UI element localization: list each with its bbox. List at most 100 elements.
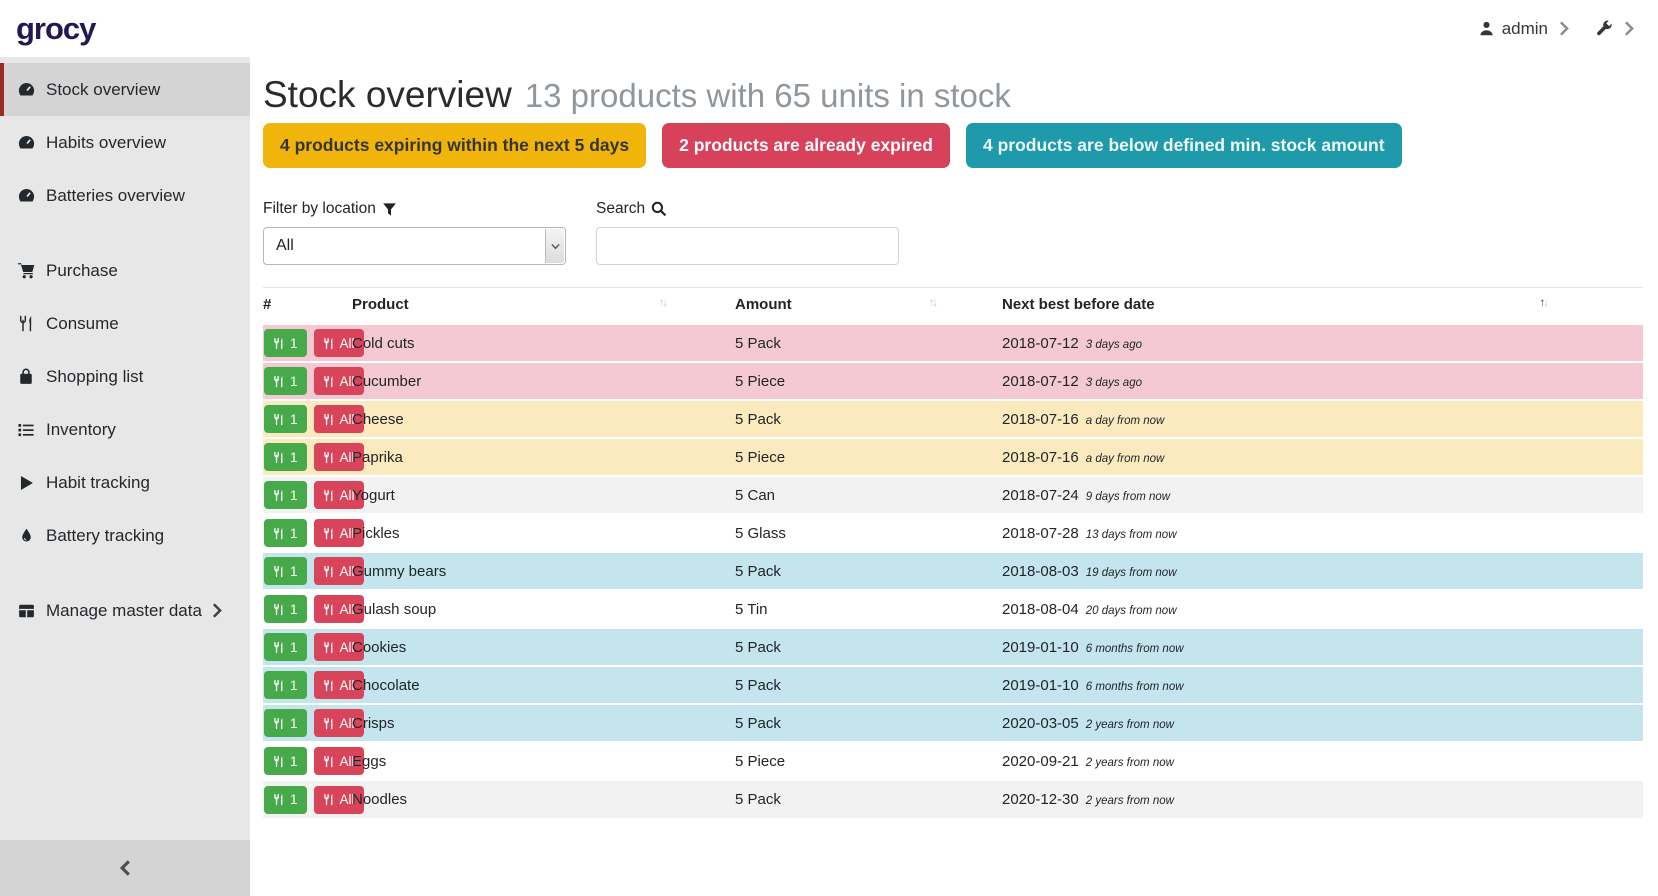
consume-all-button[interactable]: All — [313, 671, 364, 700]
sidebar-item-label: Consume — [46, 313, 119, 333]
location-select-value: All — [276, 237, 294, 255]
chevron-down-icon — [545, 229, 564, 264]
consume-one-button[interactable]: 1 — [264, 557, 307, 586]
amount-cell: 5 Pack — [735, 334, 781, 352]
alert-badge-danger[interactable]: 2 products are already expired — [662, 123, 950, 169]
consume-all-button[interactable]: All — [313, 785, 364, 814]
consume-one-button[interactable]: 1 — [264, 329, 307, 358]
consume-all-button[interactable]: All — [313, 557, 364, 586]
grocy-logo: grocy — [16, 10, 96, 46]
amount-cell: 5 Pack — [735, 638, 781, 656]
location-select[interactable]: All — [263, 227, 566, 266]
sidebar-nav: Stock overview Habits overview Batteries o… — [0, 57, 250, 637]
consume-all-button[interactable]: All — [313, 519, 364, 548]
page-head: Stock overview 13 products with 65 units… — [263, 71, 1643, 119]
table-row: 1 All Cold cuts 5 Pack 2018-07-12 3 days ago — [263, 324, 1643, 363]
consume-one-button[interactable]: 1 — [264, 671, 307, 700]
search-icon — [651, 201, 667, 217]
amount-cell: 5 Pack — [735, 791, 781, 809]
column-header-next-best-before-date[interactable]: Next best before date ↑↓ — [1002, 287, 1643, 325]
product-cell: Cookies — [352, 638, 407, 656]
user-label: admin — [1501, 18, 1548, 38]
consume-all-button[interactable]: All — [313, 329, 364, 358]
utensils-icon — [273, 793, 285, 806]
consume-one-button[interactable]: 1 — [264, 747, 307, 776]
consume-all-button[interactable]: All — [313, 709, 364, 738]
sidebar-item-habits-overview[interactable]: Habits overview — [0, 116, 250, 169]
sidebar-item-label: Shopping list — [46, 366, 144, 386]
consume-all-button[interactable]: All — [313, 747, 364, 776]
consume-all-button[interactable]: All — [313, 595, 364, 624]
row-actions-cell: 1 All — [263, 514, 364, 552]
consume-all-button[interactable]: All — [313, 633, 364, 662]
sidebar-item-purchase[interactable]: Purchase — [0, 244, 250, 297]
best-before-date: 2018-08-03 — [1002, 562, 1079, 580]
consume-one-button[interactable]: 1 — [264, 405, 307, 434]
table-row: 1 All Crisps 5 Pack 2020-03-05 2 years from n… — [263, 704, 1643, 743]
sidebar-item-batteries-overview[interactable]: Batteries overview — [0, 169, 250, 222]
utensils-icon — [273, 755, 285, 768]
sidebar-item-stock-overview[interactable]: Stock overview — [0, 63, 250, 116]
main-content: Stock overview 13 products with 65 units… — [250, 57, 1658, 896]
consume-all-button[interactable]: All — [313, 405, 364, 434]
search-input[interactable] — [596, 227, 899, 266]
sidebar-collapse-button[interactable] — [0, 840, 250, 896]
consume-one-button[interactable]: 1 — [264, 633, 307, 662]
product-cell: Cheese — [352, 410, 404, 428]
row-actions-cell: 1 All — [263, 438, 364, 476]
utensils-icon — [273, 375, 285, 388]
due-note: 3 days ago — [1085, 376, 1142, 389]
sidebar-item-manage-master-data[interactable]: Manage master data — [0, 584, 250, 637]
best-before-date: 2018-08-04 — [1002, 600, 1079, 618]
consume-all-button[interactable]: All — [313, 367, 364, 396]
sidebar-item-shopping-list[interactable]: Shopping list — [0, 350, 250, 403]
utensils-icon — [323, 413, 335, 426]
sidebar-item-label: Stock overview — [46, 79, 161, 99]
consume-one-button[interactable]: 1 — [264, 709, 307, 738]
best-before-date: 2020-12-30 — [1002, 791, 1079, 809]
consume-one-button[interactable]: 1 — [264, 785, 307, 814]
product-cell: Gulash soup — [352, 600, 437, 618]
sidebar-item-label: Batteries overview — [46, 185, 185, 205]
sidebar-item-label: Habits overview — [46, 132, 166, 152]
amount-cell: 5 Piece — [735, 448, 786, 466]
sidebar-item-label: Purchase — [46, 260, 118, 280]
column-header-product[interactable]: Product ↑↓ — [352, 287, 735, 325]
product-cell: Yogurt — [352, 486, 395, 504]
sidebar-item-battery-tracking[interactable]: Battery tracking — [0, 509, 250, 562]
table-row: 1 All Cheese 5 Pack 2018-07-16 a day from now — [263, 400, 1643, 439]
sidebar-item-consume[interactable]: Consume — [0, 297, 250, 350]
due-note: 9 days from now — [1085, 490, 1171, 503]
amount-cell: 5 Pack — [735, 676, 781, 694]
consume-one-button[interactable]: 1 — [264, 519, 307, 548]
due-note: 20 days from now — [1085, 604, 1177, 617]
table-row: 1 All Pickles 5 Glass 2018-07-28 13 days from… — [263, 514, 1643, 552]
utensils-icon — [323, 755, 335, 768]
consume-all-button[interactable]: All — [313, 443, 364, 472]
consume-one-button[interactable]: 1 — [264, 595, 307, 624]
consume-one-button[interactable]: 1 — [264, 481, 307, 510]
user-menu[interactable]: admin — [1478, 19, 1569, 39]
best-before-cell: 2018-07-16 a day from now — [1002, 438, 1643, 476]
list-icon — [16, 421, 36, 439]
sidebar-item-habit-tracking[interactable]: Habit tracking — [0, 456, 250, 509]
filter-row: Filter by location All Search — [263, 200, 1643, 266]
consume-one-button[interactable]: 1 — [264, 443, 307, 472]
alert-badge-info[interactable]: 4 products are below defined min. stock … — [965, 123, 1402, 169]
settings-menu[interactable] — [1595, 20, 1634, 38]
consume-all-button[interactable]: All — [313, 481, 364, 510]
consume-one-button[interactable]: 1 — [264, 367, 307, 396]
due-note: 19 days from now — [1085, 566, 1177, 579]
utensils-icon — [323, 527, 335, 540]
alert-badge-warning[interactable]: 4 products expiring within the next 5 da… — [263, 123, 647, 169]
best-before-cell: 2018-08-04 20 days from now — [1002, 590, 1643, 628]
best-before-date: 2018-07-24 — [1002, 486, 1079, 504]
utensils-icon — [273, 717, 285, 730]
sidebar-item-inventory[interactable]: Inventory — [0, 403, 250, 456]
chevron-left-icon — [119, 860, 131, 876]
column-header-amount[interactable]: Amount ↑↓ — [735, 287, 1002, 325]
table-row: 1 All Chocolate 5 Pack 2019-01-10 6 months fr… — [263, 666, 1643, 705]
sidebar-item-label: Habit tracking — [46, 472, 150, 492]
best-before-date: 2020-03-05 — [1002, 714, 1079, 732]
utensils-icon — [273, 489, 285, 502]
